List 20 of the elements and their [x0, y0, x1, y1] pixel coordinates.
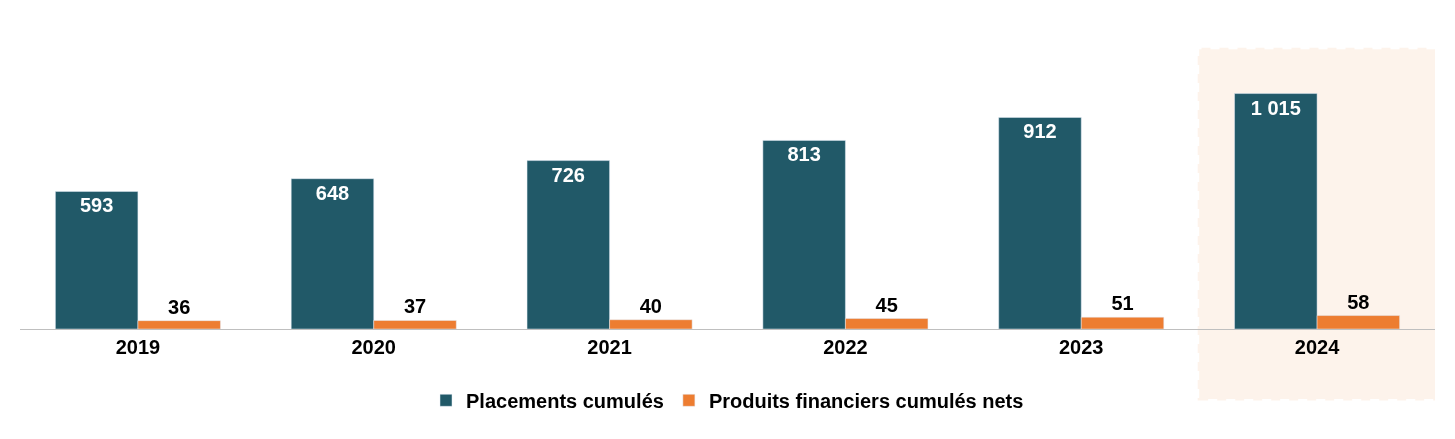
data-label: 45 — [875, 293, 898, 316]
data-label: 40 — [639, 294, 662, 317]
legend-label: Placements cumulés — [466, 390, 664, 413]
data-label: 593 — [79, 194, 114, 217]
x-tick-label: 2020 — [351, 336, 396, 358]
x-tick-label: 2023 — [1059, 336, 1104, 358]
x-tick-label: 2021 — [587, 336, 632, 358]
data-label: 912 — [1023, 120, 1057, 143]
x-tick-label: 2022 — [823, 336, 868, 358]
data-label: 58 — [1347, 290, 1370, 313]
data-label: 51 — [1111, 292, 1134, 315]
data-label: 648 — [315, 181, 350, 204]
legend-label: Produits financiers cumulés nets — [708, 390, 1024, 413]
data-label: 726 — [551, 163, 585, 186]
data-label: 1 015 — [1250, 96, 1301, 119]
x-tick-label: 2024 — [1294, 336, 1341, 358]
data-label: 36 — [168, 295, 191, 318]
data-label: 37 — [403, 295, 427, 318]
data-label: 813 — [787, 143, 821, 166]
x-tick-label: 2019 — [115, 336, 161, 358]
